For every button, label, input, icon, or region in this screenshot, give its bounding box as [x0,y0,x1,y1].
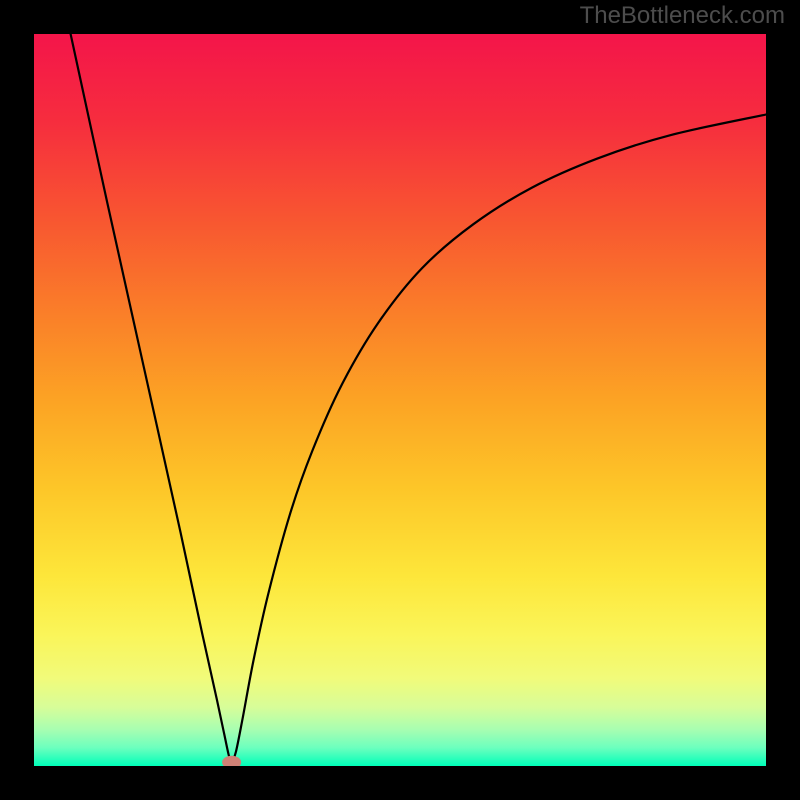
chart-container: TheBottleneck.com [0,0,800,800]
plot-background [34,34,766,766]
vertex-marker [222,756,241,769]
watermark-text: TheBottleneck.com [580,2,785,30]
chart-svg [0,0,800,800]
